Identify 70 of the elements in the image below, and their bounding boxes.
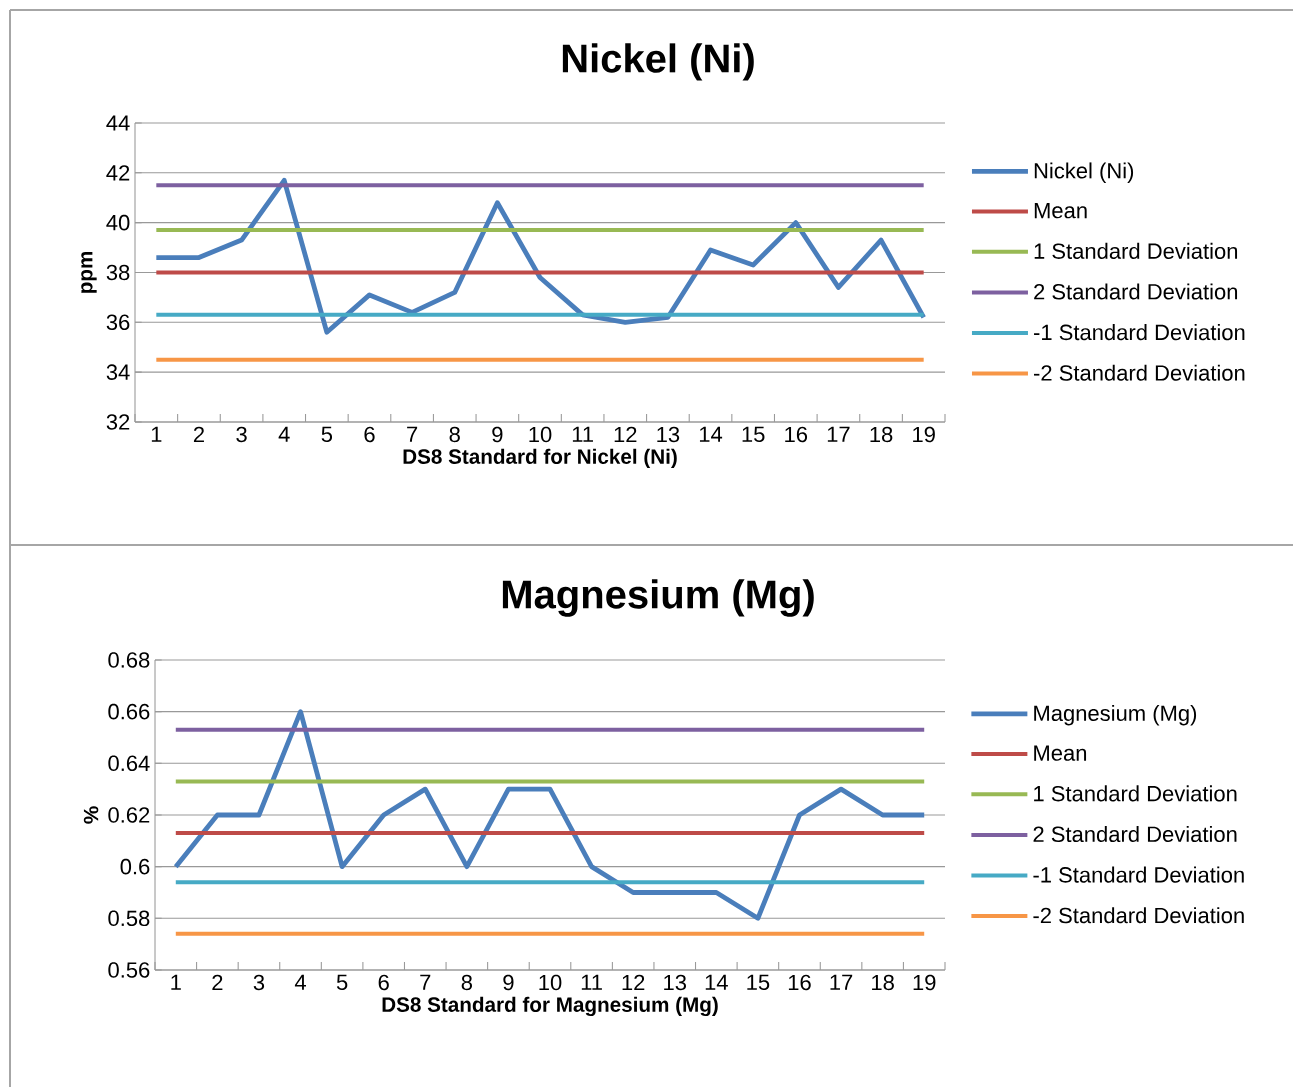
x-tick-label: 10 bbox=[539, 974, 562, 991]
x-tick-label: 7 bbox=[407, 426, 418, 442]
x-tick-label: 13 bbox=[664, 974, 687, 991]
x-tick-label: 2 bbox=[212, 974, 223, 991]
x-tick-label: 19 bbox=[913, 426, 935, 443]
y-tick-label: 36 bbox=[106, 314, 130, 331]
y-tick-label: 0.66 bbox=[108, 703, 150, 720]
y-axis-title: ppm bbox=[81, 251, 97, 293]
legend-label: -2 Standard Deviation bbox=[1034, 364, 1245, 381]
x-tick-label: 1 bbox=[151, 426, 162, 442]
x-tick-label: 3 bbox=[236, 426, 247, 443]
y-tick-label: 40 bbox=[106, 214, 130, 231]
x-tick-label: 2 bbox=[193, 426, 204, 443]
y-tick-label: 42 bbox=[106, 165, 130, 181]
legend-label: 1 Standard Deviation bbox=[1034, 242, 1238, 259]
y-tick-label: 0.56 bbox=[108, 962, 150, 978]
x-tick-label: 7 bbox=[420, 974, 431, 990]
x-tick-label: 11 bbox=[572, 426, 593, 442]
x-tick-label: 16 bbox=[785, 426, 808, 443]
x-tick-label: 14 bbox=[699, 426, 723, 442]
x-tick-label: 8 bbox=[449, 426, 460, 443]
x-tick-label: 17 bbox=[827, 426, 850, 442]
y-tick-label: 32 bbox=[106, 414, 130, 430]
x-tick-label: 4 bbox=[294, 974, 306, 990]
x-tick-label: 11 bbox=[581, 974, 602, 990]
legend-label: Mean bbox=[1034, 745, 1087, 761]
y-tick-label: 44 bbox=[106, 115, 130, 131]
legend-label: 1 Standard Deviation bbox=[1034, 785, 1237, 802]
x-tick-label: 9 bbox=[503, 974, 514, 991]
x-tick-label: 6 bbox=[364, 426, 375, 443]
x-tick-label: 19 bbox=[913, 974, 936, 991]
x-tick-label: 14 bbox=[705, 974, 728, 990]
y-axis-title: % bbox=[83, 806, 99, 824]
y-tick-label: 0.64 bbox=[108, 755, 150, 772]
x-tick-label: 5 bbox=[321, 426, 333, 443]
x-axis-title: DS8 Standard for Magnesium (Mg) bbox=[382, 996, 718, 1017]
legend-label: Mean bbox=[1034, 203, 1087, 219]
y-tick-label: 0.68 bbox=[108, 652, 150, 668]
x-tick-label: 18 bbox=[870, 426, 893, 443]
y-tick-label: 38 bbox=[106, 264, 130, 281]
x-tick-label: 17 bbox=[830, 974, 853, 990]
y-tick-label: 0.58 bbox=[108, 910, 150, 927]
x-tick-label: 3 bbox=[253, 974, 265, 991]
legend-label: 2 Standard Deviation bbox=[1033, 825, 1237, 843]
legend-label: -1 Standard Deviation bbox=[1034, 324, 1245, 341]
x-tick-label: 4 bbox=[278, 426, 290, 442]
x-tick-label: 15 bbox=[742, 426, 765, 443]
legend-label: -2 Standard Deviation bbox=[1033, 907, 1244, 924]
x-tick-label: 6 bbox=[378, 974, 389, 991]
x-tick-label: 1 bbox=[171, 974, 181, 990]
y-tick-label: 0.62 bbox=[108, 807, 150, 823]
legend-label: 2 Standard Deviation bbox=[1034, 283, 1238, 300]
legend-label: Nickel (Ni) bbox=[1034, 162, 1134, 183]
chart-title: Nickel (Ni) bbox=[562, 43, 754, 81]
x-tick-label: 8 bbox=[461, 974, 472, 991]
x-tick-label: 9 bbox=[492, 426, 503, 443]
y-tick-label: 34 bbox=[106, 364, 130, 380]
x-tick-label: 10 bbox=[529, 426, 552, 443]
x-tick-label: 12 bbox=[614, 426, 637, 443]
x-tick-label: 18 bbox=[872, 974, 894, 991]
x-tick-label: 12 bbox=[622, 974, 645, 991]
x-axis-title: DS8 Standard for Nickel (Ni) bbox=[403, 448, 677, 469]
x-tick-label: 16 bbox=[788, 974, 811, 991]
x-tick-label: 13 bbox=[657, 426, 680, 443]
x-tick-label: 5 bbox=[336, 974, 348, 991]
legend-label: Magnesium (Mg) bbox=[1034, 704, 1197, 726]
legend-label: -1 Standard Deviation bbox=[1033, 866, 1244, 883]
x-tick-label: 15 bbox=[747, 974, 770, 991]
chart-title: Magnesium (Mg) bbox=[502, 579, 814, 617]
y-tick-label: 0.6 bbox=[120, 858, 150, 875]
